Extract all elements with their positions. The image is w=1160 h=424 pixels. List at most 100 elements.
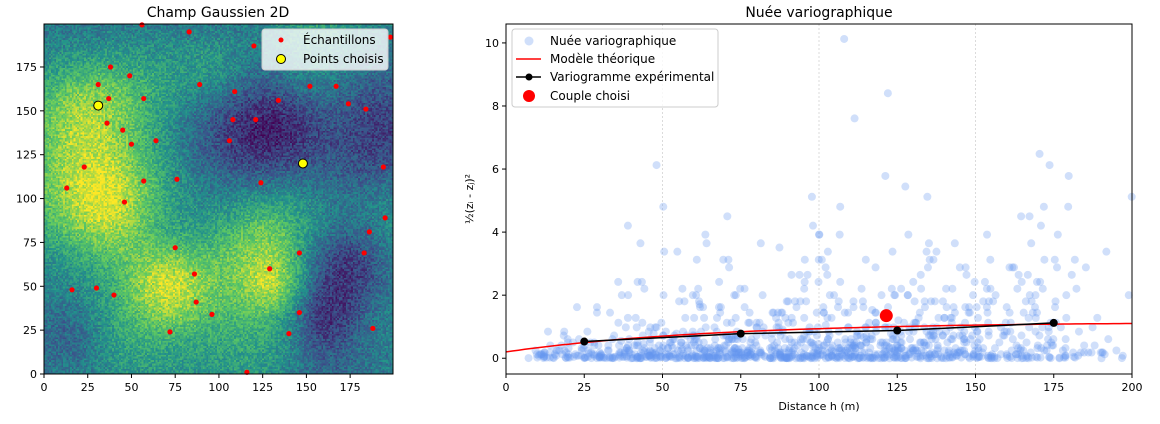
cloud-point xyxy=(625,346,634,355)
cloud-point xyxy=(700,353,709,362)
cloud-point xyxy=(662,350,671,359)
experimental-point xyxy=(1049,318,1058,327)
cloud-point xyxy=(674,353,683,362)
cloud-point xyxy=(580,353,589,362)
cloud-point xyxy=(1051,297,1060,306)
cloud-point xyxy=(911,346,920,355)
cloud-point xyxy=(639,340,648,349)
cloud-point xyxy=(536,350,545,359)
cloud-point xyxy=(715,348,724,357)
experimental-point xyxy=(736,329,745,338)
cloud-point xyxy=(743,348,752,357)
cloud-point xyxy=(595,353,604,362)
cloud-point xyxy=(1071,353,1080,362)
cloud-point xyxy=(881,353,890,362)
sample-point xyxy=(172,245,178,251)
x-tick-label: 75 xyxy=(168,381,182,394)
cloud-point xyxy=(552,346,561,355)
cloud-point xyxy=(1010,263,1019,272)
cloud-point xyxy=(972,327,981,336)
cloud-point xyxy=(866,353,875,362)
cloud-point xyxy=(973,338,982,347)
sample-point xyxy=(267,266,273,272)
cloud-point xyxy=(899,318,908,327)
cloud-point xyxy=(608,354,617,363)
cloud-point xyxy=(809,340,818,349)
cloud-point xyxy=(731,344,740,353)
cloud-point xyxy=(910,297,919,306)
cloud-point xyxy=(822,348,831,357)
cloud-point xyxy=(880,346,889,355)
cloud-point xyxy=(702,353,711,362)
cloud-point xyxy=(751,338,760,347)
cloud-point xyxy=(886,350,895,359)
sample-point xyxy=(106,95,112,102)
cloud-point xyxy=(811,344,820,353)
cloud-point xyxy=(796,354,805,363)
cloud-point xyxy=(968,331,977,340)
cloud-point xyxy=(893,344,902,353)
cloud-point xyxy=(849,342,858,351)
cloud-point xyxy=(678,351,687,360)
cloud-point xyxy=(901,351,910,360)
cloud-point xyxy=(866,354,875,363)
cloud-point xyxy=(629,354,638,363)
cloud-point xyxy=(625,348,634,357)
cloud-point xyxy=(615,350,624,359)
cloud-point xyxy=(734,350,743,359)
cloud-point xyxy=(807,351,816,360)
x-axis-label: Distance h (m) xyxy=(778,400,859,413)
y-tick-label: 125 xyxy=(16,149,37,162)
cloud-point xyxy=(659,341,668,350)
cloud-point xyxy=(727,335,736,344)
cloud-point xyxy=(840,354,849,363)
cloud-point xyxy=(571,350,580,359)
sample-point xyxy=(120,127,126,133)
cloud-point xyxy=(539,354,548,363)
variogram-cloud xyxy=(524,34,1136,363)
cloud-point xyxy=(841,338,850,347)
cloud-point xyxy=(926,350,935,359)
cloud-point xyxy=(840,34,849,43)
cloud-point xyxy=(940,346,949,355)
cloud-point xyxy=(976,352,985,361)
cloud-point xyxy=(813,331,822,340)
cloud-point xyxy=(792,303,801,312)
cloud-point xyxy=(845,344,854,353)
cloud-point xyxy=(1053,230,1062,239)
field-axes-frame xyxy=(43,23,394,375)
cloud-point xyxy=(628,354,637,363)
cloud-point xyxy=(590,350,599,359)
cloud-point xyxy=(960,346,969,355)
cloud-point xyxy=(656,353,665,362)
cloud-point xyxy=(715,346,724,355)
cloud-point xyxy=(651,323,660,332)
cloud-point xyxy=(734,345,743,354)
cloud-point xyxy=(929,331,938,340)
cloud-point xyxy=(730,344,739,353)
cloud-point xyxy=(874,354,883,363)
cloud-point xyxy=(911,344,920,353)
cloud-point xyxy=(835,344,844,353)
cloud-point xyxy=(862,354,871,363)
cloud-point xyxy=(859,333,868,342)
cloud-point xyxy=(1044,335,1053,344)
cloud-point xyxy=(572,351,581,360)
cloud-point xyxy=(608,352,617,361)
cloud-point xyxy=(800,354,809,363)
cloud-point xyxy=(615,353,624,362)
cloud-point xyxy=(900,351,909,360)
cloud-point xyxy=(771,350,780,359)
cloud-point xyxy=(661,354,670,363)
cloud-point xyxy=(561,353,570,362)
cloud-point xyxy=(883,351,892,360)
cloud-point xyxy=(878,353,887,362)
cloud-point xyxy=(1040,255,1049,264)
cloud-point xyxy=(773,308,782,317)
cloud-point xyxy=(974,346,983,355)
cloud-point xyxy=(887,284,896,293)
cloud-point xyxy=(930,350,939,359)
cloud-point xyxy=(695,300,704,309)
sample-point xyxy=(380,164,386,170)
